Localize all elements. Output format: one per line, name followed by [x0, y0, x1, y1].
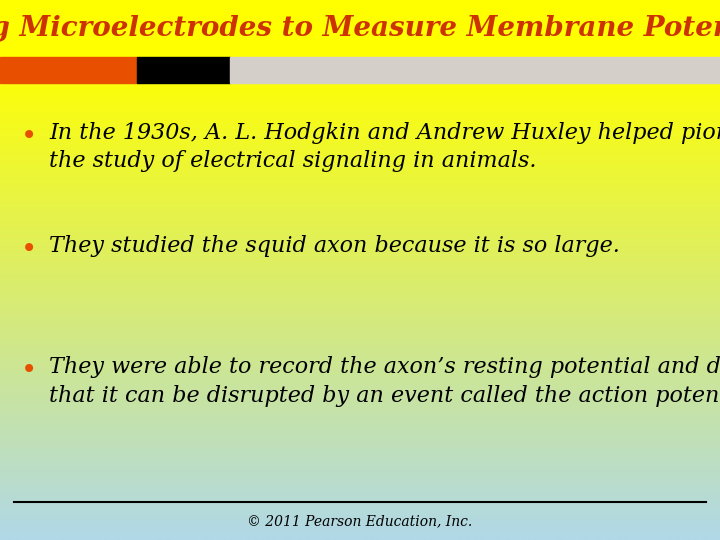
- Text: •: •: [21, 235, 37, 263]
- Text: They were able to record the axon’s resting potential and document
that it can b: They were able to record the axon’s rest…: [49, 356, 720, 407]
- Bar: [0, 0, 720, 57]
- Text: •: •: [21, 122, 37, 150]
- Text: •: •: [21, 356, 37, 384]
- Bar: [137, 57, 230, 83]
- Bar: [230, 57, 720, 83]
- Text: Using Microelectrodes to Measure Membrane Potentials: Using Microelectrodes to Measure Membran…: [0, 15, 720, 42]
- Text: They studied the squid axon because it is so large.: They studied the squid axon because it i…: [49, 235, 620, 257]
- Text: © 2011 Pearson Education, Inc.: © 2011 Pearson Education, Inc.: [248, 514, 472, 528]
- Bar: [0, 57, 137, 83]
- Text: In the 1930s, A. L. Hodgkin and Andrew Huxley helped pioneer
the study of electr: In the 1930s, A. L. Hodgkin and Andrew H…: [49, 122, 720, 172]
